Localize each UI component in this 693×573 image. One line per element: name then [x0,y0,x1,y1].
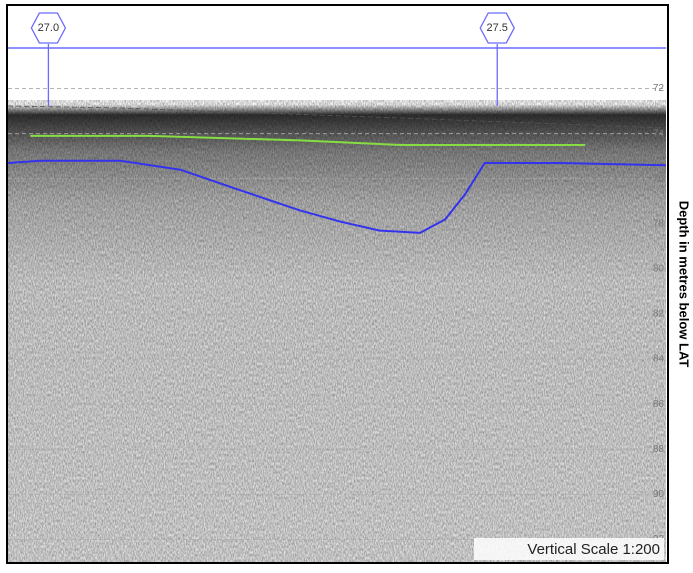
horizon-line [30,134,586,146]
annotation: Vertical Scale 1:200 [527,541,660,558]
frame [6,4,669,564]
seabed-line [7,105,667,129]
seismic-noise [8,100,666,562]
y-tick-label: 80 [653,264,665,275]
y-tick-label: 72 [653,83,665,94]
y-tick-label: 88 [653,444,665,455]
plot: 727476788082848688909227.027.5 [7,12,667,545]
annotation-box [474,538,664,560]
horizon-line [7,159,667,234]
y-tick-label: 90 [653,489,665,500]
marker-label: 27.5 [487,22,508,34]
y-tick-label: 78 [653,218,665,229]
y-tick-label: 76 [653,173,665,184]
y-tick-label: 84 [653,354,665,365]
marker-hexagon [479,12,515,44]
marker-label: 27.0 [38,22,59,34]
marker-hexagon [30,12,67,44]
y-tick-label: 82 [653,309,665,320]
y-axis-title: Depth in metres below LAT [677,201,692,368]
y-tick-label: 86 [653,399,665,410]
y-tick-label: 74 [653,128,665,139]
